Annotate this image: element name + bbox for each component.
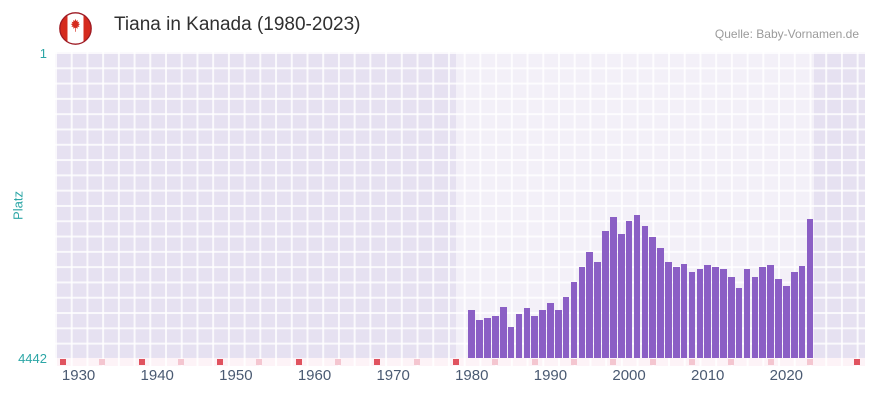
bar-2012[interactable] <box>720 268 727 358</box>
baseline-mark-1958 <box>295 359 302 365</box>
baseline-mark-1978 <box>453 359 460 365</box>
bar-2015[interactable] <box>743 268 751 358</box>
baseline-mark-2013 <box>728 359 735 365</box>
canada-flag-icon <box>59 12 92 45</box>
baseline-mark-1953 <box>256 359 263 365</box>
bar-1998[interactable] <box>610 217 617 358</box>
x-tick-2010: 2010 <box>691 367 725 384</box>
bars-container <box>55 52 865 358</box>
bar-1999[interactable] <box>617 233 625 358</box>
bar-2013[interactable] <box>728 277 735 358</box>
bar-1996[interactable] <box>594 262 601 358</box>
bar-2022[interactable] <box>798 266 806 358</box>
x-tick-2020: 2020 <box>769 367 804 384</box>
baseline-mark-1963 <box>335 359 342 365</box>
bar-1983[interactable] <box>492 315 499 358</box>
bar-2021[interactable] <box>790 272 798 358</box>
bar-2011[interactable] <box>712 266 719 358</box>
bar-1993[interactable] <box>570 282 578 358</box>
bar-1987[interactable] <box>523 308 531 358</box>
bar-2000[interactable] <box>625 220 633 358</box>
baseline-mark-1983 <box>492 359 499 365</box>
x-tick-1990: 1990 <box>533 367 568 384</box>
baseline-mark-1928 <box>59 359 66 365</box>
baseline-mark-2029 <box>854 359 861 365</box>
baseline-strip <box>55 358 865 366</box>
bar-2001[interactable] <box>633 215 641 358</box>
baseline-mark-1998 <box>610 359 617 365</box>
bar-2010[interactable] <box>704 264 711 358</box>
x-tick-1960: 1960 <box>297 367 332 384</box>
chart-header: Tiana in Kanada (1980-2023) Quelle: Baby… <box>0 0 873 52</box>
bar-1984[interactable] <box>499 306 507 358</box>
bar-1986[interactable] <box>515 313 523 358</box>
y-tick-best: 1 <box>39 46 47 61</box>
baseline-mark-1933 <box>99 359 106 365</box>
baseline-mark-2023 <box>806 359 813 365</box>
bar-2003[interactable] <box>649 236 656 358</box>
bar-1982[interactable] <box>484 317 491 358</box>
bar-1985[interactable] <box>507 326 515 358</box>
x-tick-1980: 1980 <box>455 367 489 384</box>
bar-1994[interactable] <box>578 266 586 358</box>
bar-2005[interactable] <box>665 262 672 358</box>
bar-2004[interactable] <box>657 247 664 358</box>
bar-1997[interactable] <box>602 231 609 358</box>
bar-1980[interactable] <box>468 310 476 358</box>
x-tick-1950: 1950 <box>219 367 253 384</box>
bar-2014[interactable] <box>735 287 743 358</box>
bar-2019[interactable] <box>775 279 782 358</box>
baseline-mark-2003 <box>649 359 656 365</box>
x-tick-1970: 1970 <box>376 367 410 384</box>
bar-2008[interactable] <box>688 271 696 358</box>
baseline-mark-1968 <box>374 359 381 365</box>
bar-1992[interactable] <box>562 297 570 358</box>
bar-2020[interactable] <box>783 285 790 358</box>
bar-1989[interactable] <box>539 310 546 358</box>
baseline-mark-2018 <box>767 359 774 365</box>
baseline-mark-1988 <box>531 359 538 365</box>
source-label: Quelle: Baby-Vornamen.de <box>714 27 859 41</box>
baseline-mark-1993 <box>571 359 578 365</box>
baseline-mark-1938 <box>138 359 145 365</box>
x-axis-labels: 1930 1940 1950 1960 1970 1980 1990 2000 2010 2020 <box>0 367 873 387</box>
bar-2017[interactable] <box>759 266 767 358</box>
bar-1988[interactable] <box>531 315 538 358</box>
bar-1981[interactable] <box>476 319 483 358</box>
bar-2016[interactable] <box>751 277 759 358</box>
bar-2002[interactable] <box>641 225 649 358</box>
baseline-mark-1943 <box>177 359 184 365</box>
bar-2023[interactable] <box>806 219 814 358</box>
plot-area <box>55 52 865 358</box>
bar-2018[interactable] <box>767 264 774 358</box>
x-tick-1930: 1930 <box>61 367 96 384</box>
bar-2009[interactable] <box>696 268 704 358</box>
bar-2006[interactable] <box>672 266 680 358</box>
baseline-mark-1973 <box>413 359 420 365</box>
bar-1990[interactable] <box>547 302 554 358</box>
baseline-mark-2008 <box>688 359 695 365</box>
chart-title: Tiana in Kanada (1980-2023) <box>114 14 361 35</box>
x-tick-1940: 1940 <box>140 367 174 384</box>
y-tick-worst: 4442 <box>18 351 47 366</box>
baseline-mark-1948 <box>217 359 224 365</box>
bar-1991[interactable] <box>555 309 562 358</box>
x-tick-2000: 2000 <box>612 367 646 384</box>
bar-1995[interactable] <box>586 252 594 358</box>
y-axis-title: Platz <box>10 191 26 220</box>
bar-2007[interactable] <box>680 264 688 358</box>
